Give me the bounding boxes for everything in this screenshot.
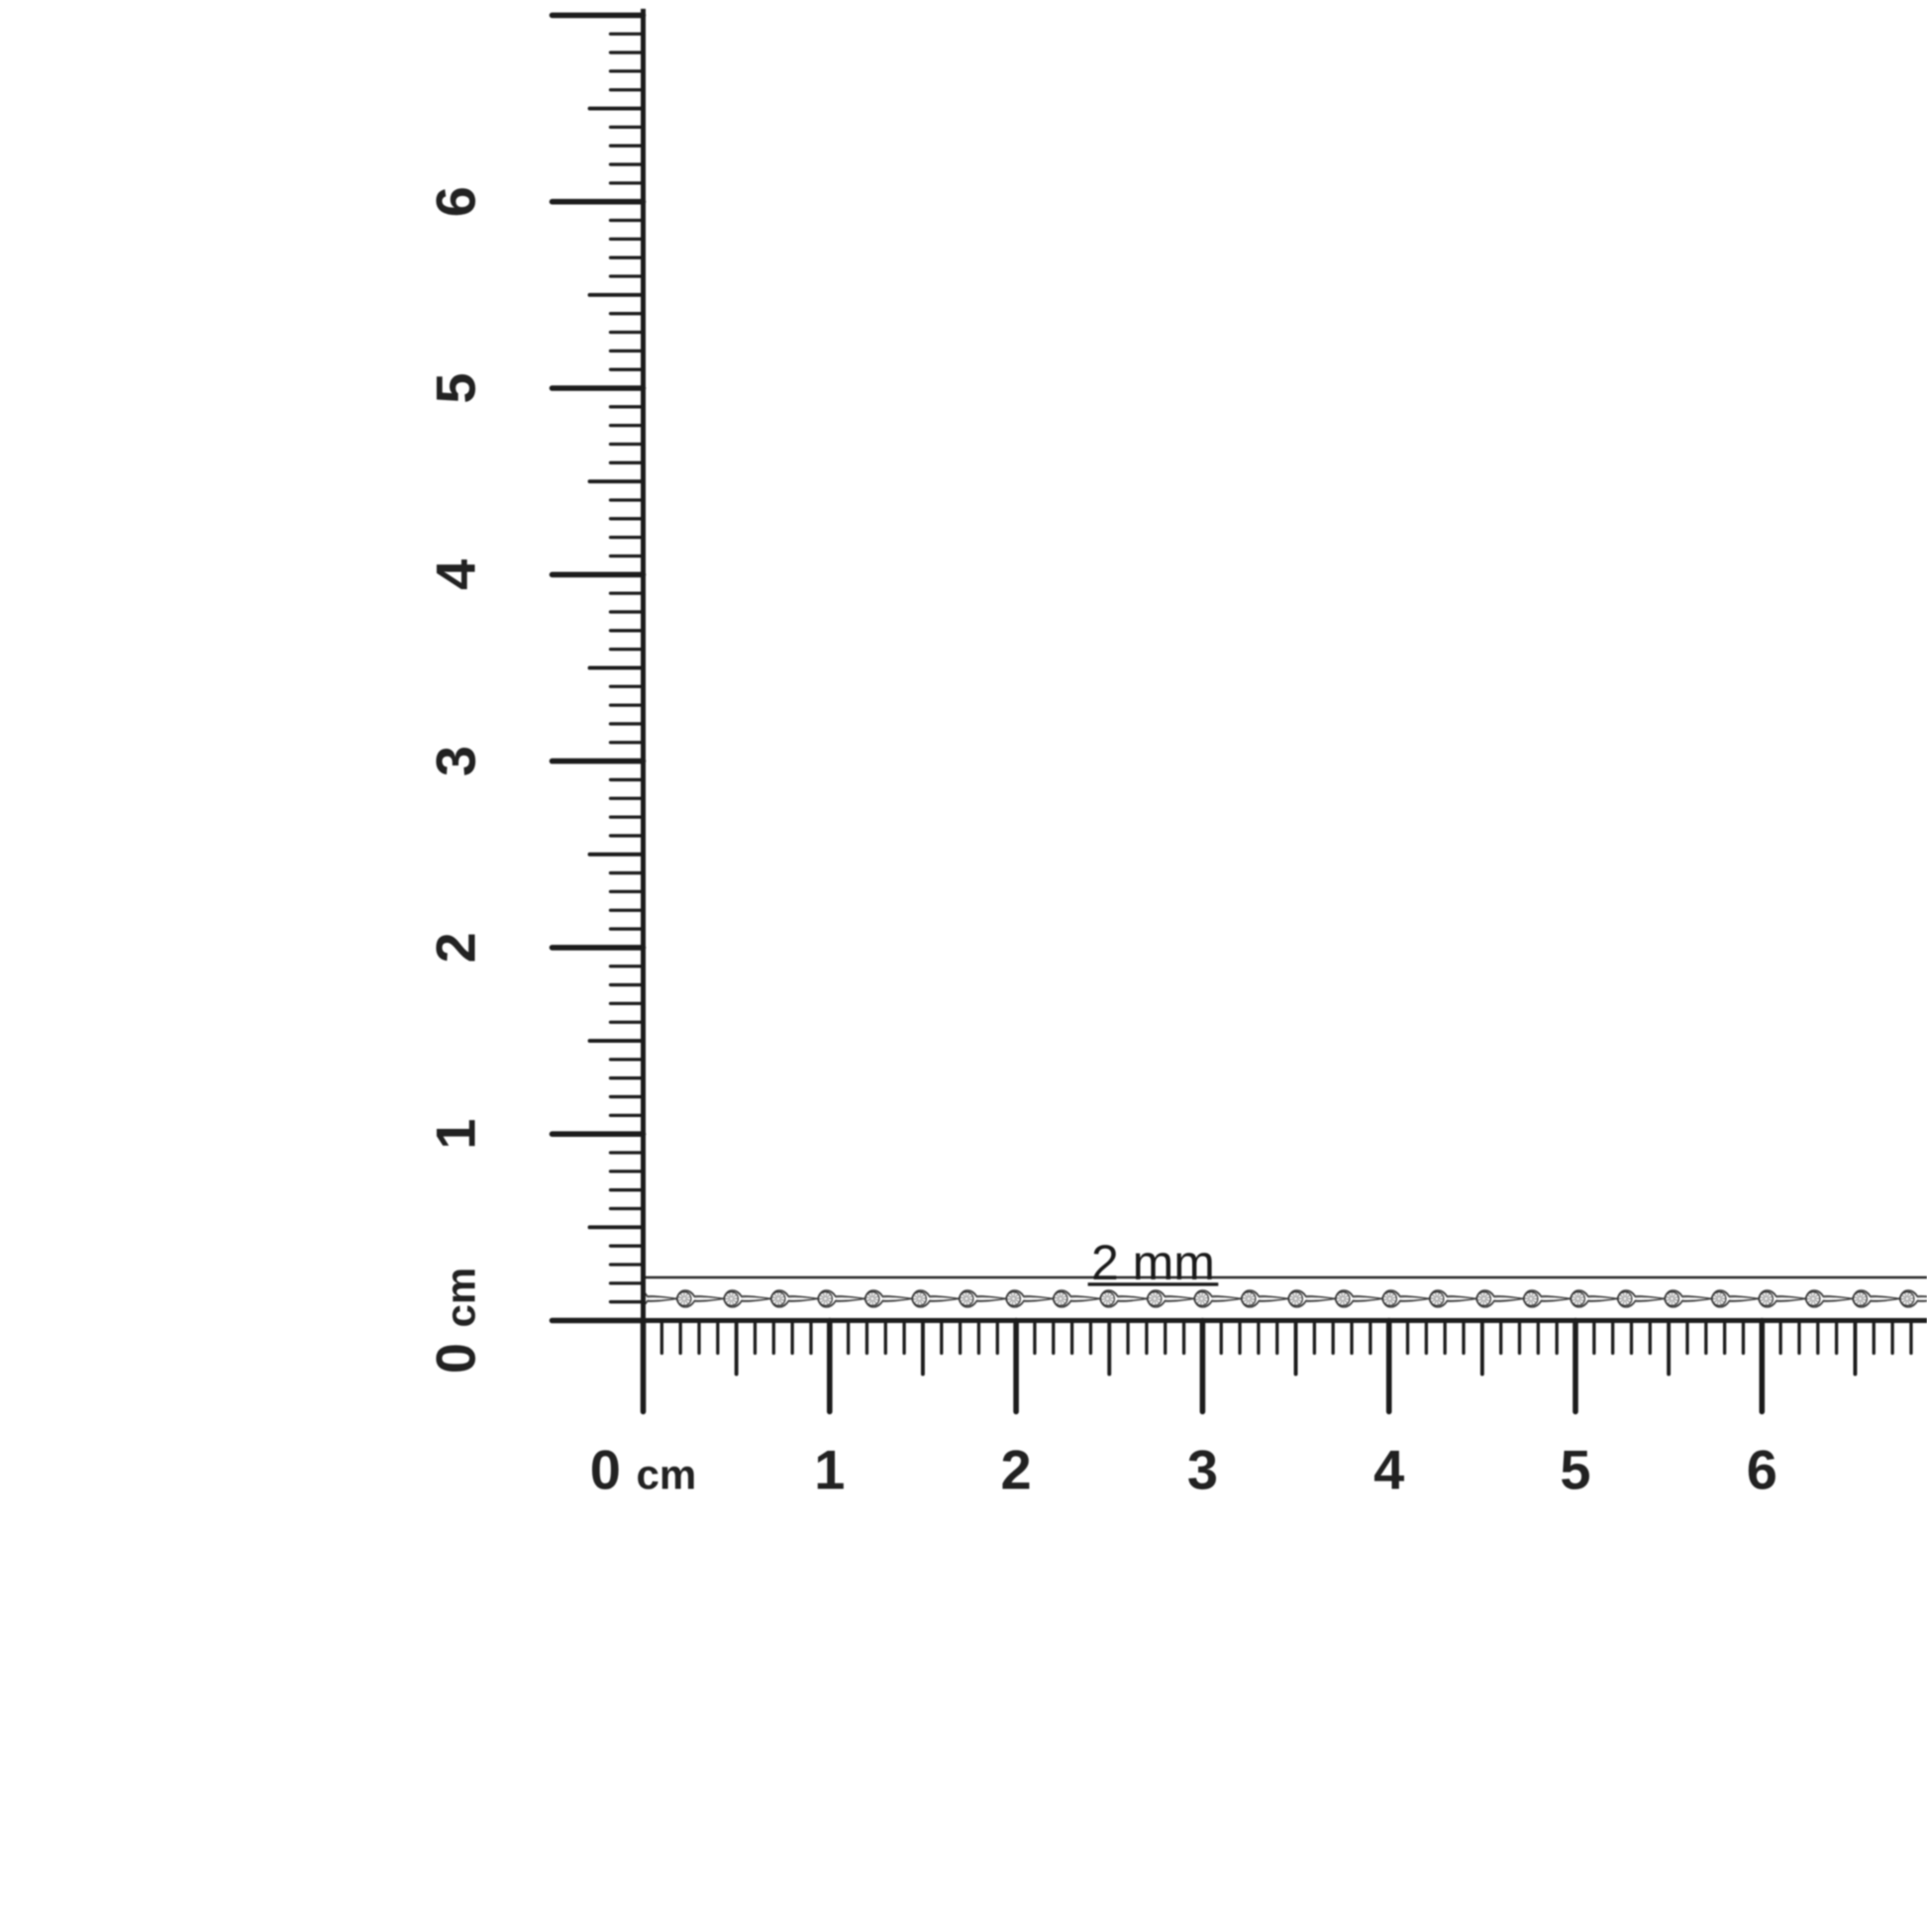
svg-text:3: 3 <box>1187 1439 1218 1501</box>
svg-text:1: 1 <box>425 1119 487 1150</box>
svg-text:4: 4 <box>425 559 487 590</box>
svg-text:2: 2 <box>425 932 487 963</box>
svg-text:3: 3 <box>425 746 487 776</box>
svg-text:6: 6 <box>1747 1439 1777 1501</box>
svg-text:2: 2 <box>1001 1439 1032 1501</box>
svg-text:1: 1 <box>814 1439 845 1501</box>
svg-text:0 cm: 0 cm <box>590 1439 696 1501</box>
svg-text:0 cm: 0 cm <box>425 1268 487 1373</box>
svg-text:6: 6 <box>425 186 487 217</box>
svg-text:5: 5 <box>1560 1439 1590 1501</box>
svg-text:5: 5 <box>425 372 487 403</box>
svg-text:2 mm: 2 mm <box>1091 1235 1215 1290</box>
svg-text:4: 4 <box>1373 1439 1404 1501</box>
